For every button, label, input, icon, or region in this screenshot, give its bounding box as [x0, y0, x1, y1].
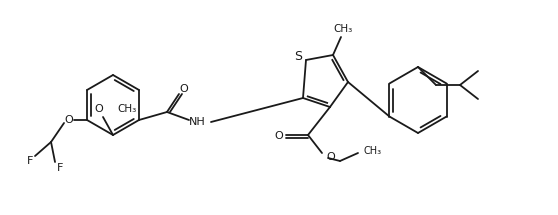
Text: O: O: [95, 104, 103, 114]
Text: F: F: [57, 163, 63, 173]
Text: NH: NH: [189, 117, 205, 127]
Text: CH₃: CH₃: [117, 104, 136, 114]
Text: CH₃: CH₃: [333, 24, 353, 34]
Text: O: O: [326, 152, 335, 162]
Text: S: S: [294, 51, 302, 63]
Text: O: O: [275, 131, 283, 141]
Text: O: O: [180, 84, 189, 94]
Text: O: O: [65, 115, 74, 125]
Text: CH₃: CH₃: [363, 146, 381, 156]
Text: F: F: [27, 156, 33, 166]
